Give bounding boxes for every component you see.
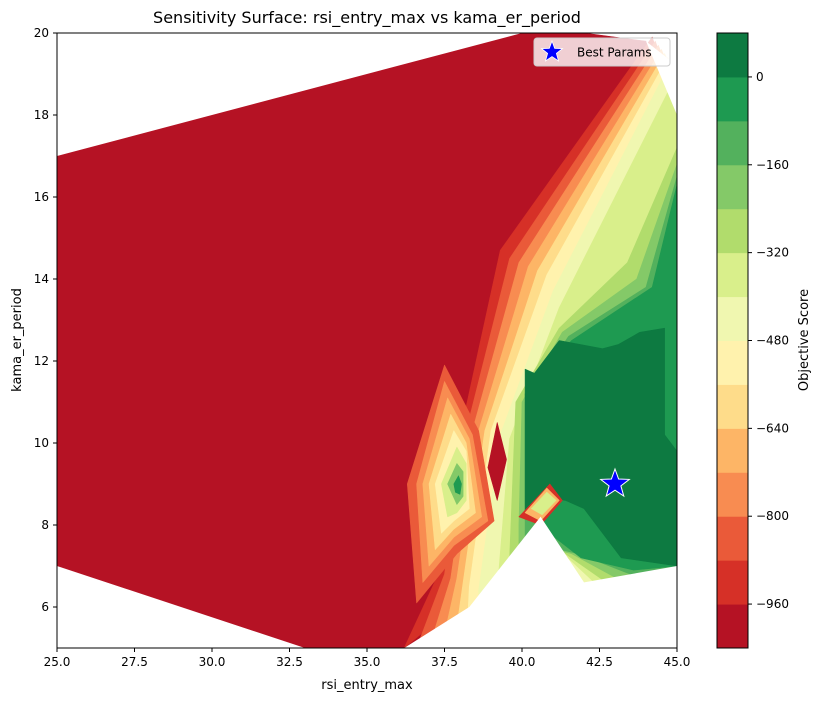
y-tick-label: 8 [41,518,49,532]
colorbar-band [717,340,748,385]
colorbar-tick-label: −160 [756,158,789,172]
legend-label: Best Params [577,46,652,60]
colorbar-band [717,296,748,341]
x-tick-label: 40.0 [509,655,536,669]
plot-area [56,32,678,649]
colorbar-band [717,208,748,254]
x-tick-label: 35.0 [354,655,381,669]
colorbar-tick-label: −960 [756,597,789,611]
y-tick-label: 12 [34,354,49,368]
colorbar-tick-label: 0 [756,70,764,84]
x-tick-label: 32.5 [276,655,303,669]
contour-island-10 [530,491,557,516]
legend: Best Params [533,37,671,67]
contour-layers [57,33,677,648]
colorbar-band [717,516,748,561]
colorbar-tick-label: −640 [756,421,789,435]
x-tick-label: 37.5 [431,655,458,669]
colorbar-band [717,604,748,649]
x-tick-label: 42.5 [586,655,613,669]
y-tick-label: 16 [34,190,49,204]
colorbar-tick-label: −800 [756,509,789,523]
y-tick-label: 6 [41,600,49,614]
colorbar-band [717,76,748,122]
colorbar-band [717,33,748,78]
colorbar-band [717,428,748,473]
x-tick-label: 25.0 [44,655,71,669]
colorbar-band [717,252,748,298]
colorbar: 0 −160 −320 −480 −640 −800 −960 [716,32,789,649]
x-tick-label: 30.0 [199,655,226,669]
y-tick-label: 18 [34,108,49,122]
chart-title: Sensitivity Surface: rsi_entry_max vs ka… [153,8,581,28]
colorbar-tick-label: −320 [756,246,789,260]
y-axis: 6 8 10 12 14 16 18 20 [34,26,57,614]
colorbar-band [717,560,748,605]
contour-band-0-14 [487,422,507,501]
x-axis-label: rsi_entry_max [321,678,413,693]
colorbar-tick-label: −480 [756,334,789,348]
empty-region-0 [57,566,305,648]
x-axis: 25.0 27.5 30.0 32.5 35.0 37.5 40.0 42.5 45.0 [44,648,691,669]
legend-marker-icon [540,39,564,62]
colorbar-band [717,120,748,166]
y-tick-label: 10 [34,436,49,450]
y-tick-label: 14 [34,272,49,286]
x-tick-label: 45.0 [664,655,691,669]
colorbar-label: Objective Score [797,289,812,391]
best-params-marker [599,467,631,498]
colorbar-band [717,384,748,429]
y-axis-label: kama_er_period [10,288,25,392]
colorbar-band [717,164,748,210]
colorbar-band [717,472,748,517]
x-tick-label: 27.5 [121,655,148,669]
empty-region-2 [404,516,677,648]
y-tick-label: 20 [34,26,49,40]
legend-box [533,37,671,67]
contour-island-7 [453,475,462,495]
empty-region-1 [57,33,522,156]
